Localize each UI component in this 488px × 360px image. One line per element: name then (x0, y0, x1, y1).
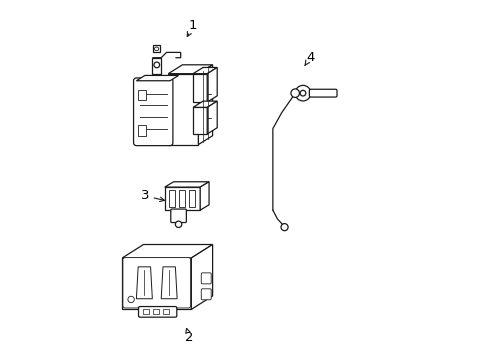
Polygon shape (200, 182, 209, 210)
Polygon shape (161, 267, 177, 299)
Polygon shape (136, 267, 152, 299)
Circle shape (281, 224, 287, 231)
Circle shape (128, 296, 134, 303)
Bar (179, 190, 185, 207)
Polygon shape (122, 258, 191, 309)
Bar (143, 309, 149, 314)
Circle shape (175, 221, 182, 228)
Polygon shape (193, 74, 207, 102)
Polygon shape (164, 182, 209, 187)
Bar (138, 90, 145, 100)
Bar (153, 309, 159, 314)
Ellipse shape (154, 47, 159, 51)
Text: 3: 3 (141, 189, 149, 202)
Polygon shape (198, 65, 212, 145)
Polygon shape (193, 67, 217, 74)
Bar (169, 190, 175, 207)
Bar (138, 125, 145, 136)
Circle shape (154, 62, 159, 68)
Polygon shape (207, 67, 217, 102)
FancyBboxPatch shape (138, 306, 177, 317)
Circle shape (295, 85, 310, 101)
FancyBboxPatch shape (170, 209, 186, 222)
Bar (152, 58, 161, 74)
Polygon shape (136, 76, 178, 81)
FancyBboxPatch shape (309, 89, 336, 97)
Polygon shape (168, 74, 198, 145)
FancyBboxPatch shape (201, 289, 211, 300)
Polygon shape (207, 101, 217, 134)
Circle shape (290, 89, 299, 98)
Text: 4: 4 (305, 51, 314, 64)
Bar (188, 190, 195, 207)
Polygon shape (164, 187, 200, 210)
Polygon shape (193, 107, 207, 134)
Polygon shape (191, 244, 212, 309)
Polygon shape (122, 244, 212, 258)
FancyBboxPatch shape (122, 258, 190, 308)
Polygon shape (193, 101, 217, 107)
Polygon shape (168, 65, 212, 74)
Text: 2: 2 (185, 331, 193, 344)
Text: 1: 1 (188, 19, 197, 32)
Bar (152, 45, 160, 53)
Bar (163, 309, 169, 314)
FancyBboxPatch shape (133, 78, 173, 145)
FancyBboxPatch shape (201, 273, 211, 284)
Circle shape (300, 90, 305, 96)
